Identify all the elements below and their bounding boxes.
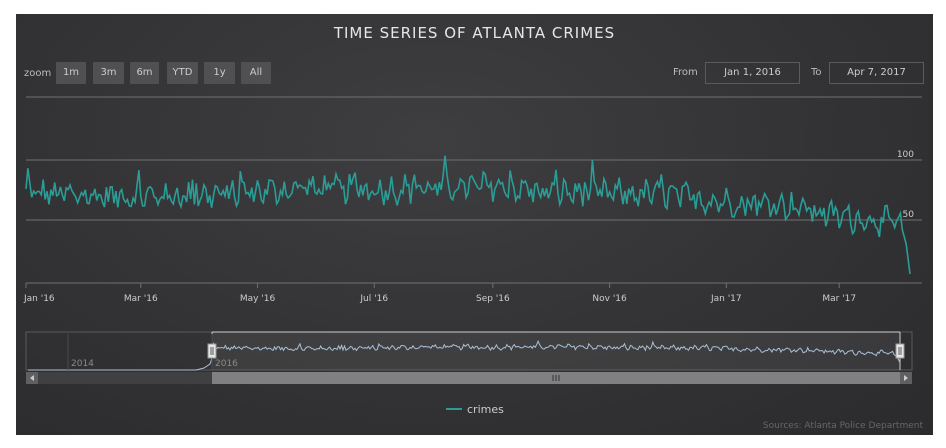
zoom-all-button[interactable]: All bbox=[241, 62, 271, 84]
x-tick-labels: Jan '16 Mar '16 May '16 Jul '16 Sep '16 Nov '… bbox=[23, 283, 856, 304]
series-line-crimes bbox=[25, 155, 911, 275]
grip-icon bbox=[552, 375, 560, 381]
y-gridlines bbox=[26, 159, 922, 221]
x-tick-label: Sep '16 bbox=[476, 294, 510, 304]
zoom-6m-button[interactable]: 6m bbox=[130, 62, 159, 84]
x-tick-label: Jan '16 bbox=[23, 294, 55, 304]
zoom-label: zoom bbox=[24, 68, 52, 79]
legend-item-crimes[interactable]: crimes bbox=[467, 403, 504, 416]
arrow-right-icon bbox=[904, 375, 908, 381]
navigator-series-line-left bbox=[28, 357, 213, 371]
zoom-1m-button[interactable]: 1m bbox=[56, 62, 86, 84]
x-tick-label: Jan '17 bbox=[710, 294, 742, 304]
scrollbar[interactable] bbox=[26, 372, 912, 384]
to-label: To bbox=[811, 67, 822, 78]
x-tick-label: Jul '16 bbox=[359, 294, 388, 304]
to-date-input[interactable]: Apr 7, 2017 bbox=[829, 62, 924, 84]
x-tick-label: Mar '16 bbox=[124, 294, 158, 304]
zoom-1y-button[interactable]: 1y bbox=[204, 62, 235, 84]
credits[interactable]: Sources: Atlanta Police Department bbox=[762, 421, 923, 431]
navigator-handle-right[interactable] bbox=[895, 343, 905, 359]
x-tick-label: May '16 bbox=[240, 294, 276, 304]
zoom-ytd-button[interactable]: YTD bbox=[167, 62, 198, 84]
navigator[interactable]: 2014 2016 bbox=[25, 331, 913, 371]
navigator-series-line bbox=[211, 339, 901, 363]
navigator-label-2014: 2014 bbox=[71, 359, 94, 369]
from-date-input[interactable]: Jan 1, 2016 bbox=[705, 62, 800, 84]
y-tick-labels: 50 100 bbox=[897, 150, 914, 220]
navigator-mask bbox=[212, 332, 900, 370]
legend[interactable]: crimes bbox=[446, 403, 504, 416]
zoom-3m-button[interactable]: 3m bbox=[93, 62, 124, 84]
x-tick-label: Nov '16 bbox=[592, 294, 627, 304]
from-label: From bbox=[673, 67, 698, 78]
chart-title: TIME SERIES OF ATLANTA CRIMES bbox=[333, 24, 616, 42]
y-tick-label: 100 bbox=[897, 150, 914, 160]
x-tick-label: Mar '17 bbox=[822, 294, 856, 304]
y-tick-label: 50 bbox=[903, 210, 915, 220]
navigator-label-2016: 2016 bbox=[215, 359, 238, 369]
navigator-handle-left[interactable] bbox=[207, 343, 217, 359]
chart-container: TIME SERIES OF ATLANTA CRIMES zoom 1m 3m… bbox=[16, 14, 933, 435]
arrow-left-icon bbox=[30, 375, 34, 381]
chart-plot: 50 100 Jan '16 Mar '16 May '16 Jul '16 Sep '1… bbox=[23, 96, 922, 416]
